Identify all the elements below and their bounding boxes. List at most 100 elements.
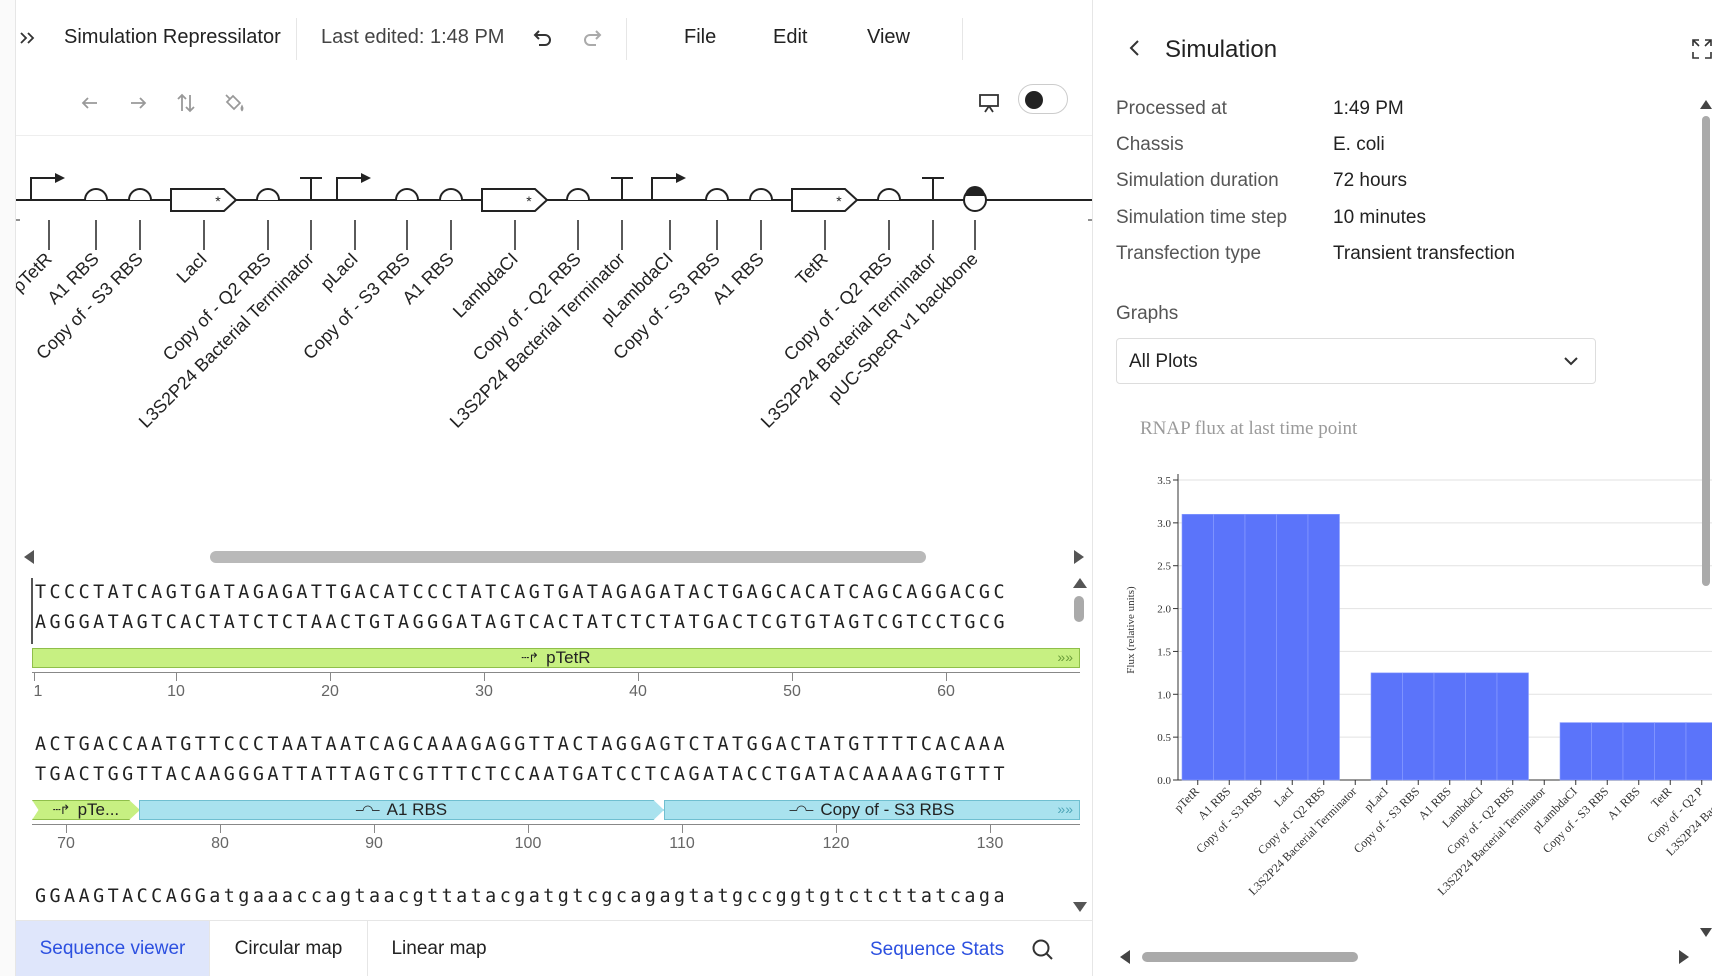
sequence-top-strand[interactable]: ACTGACCAATGTTCCCTAATAATCAGCAAAGAGGTTACTA… bbox=[35, 734, 1008, 755]
x-tick-label: A1 RBS bbox=[1604, 784, 1642, 822]
promoter-glyph bbox=[651, 177, 680, 200]
scroll-thumb[interactable] bbox=[1142, 952, 1358, 962]
chevron-left-icon[interactable] bbox=[1123, 36, 1147, 60]
ruler-number: 120 bbox=[822, 835, 850, 852]
promoter-icon: ┄↱ bbox=[52, 802, 71, 817]
rbs-icon: –◠– bbox=[789, 802, 814, 817]
direction-chevron-icon: »» bbox=[1057, 801, 1073, 817]
property-value: 10 minutes bbox=[1333, 207, 1426, 228]
scroll-right-icon[interactable] bbox=[1679, 950, 1689, 964]
menu-edit[interactable]: Edit bbox=[773, 26, 808, 48]
redo-icon[interactable] bbox=[580, 26, 606, 52]
divider bbox=[962, 18, 963, 60]
chart-bar bbox=[1465, 672, 1498, 781]
ruler-number: 60 bbox=[937, 683, 955, 700]
ruler-number: 110 bbox=[669, 835, 695, 852]
rbs-icon: –◠– bbox=[355, 802, 380, 817]
property-key: Simulation time step bbox=[1116, 207, 1288, 228]
sequence-ruler: 70 80 90 100 110 120 130 bbox=[32, 824, 1080, 852]
ruler-tick bbox=[34, 673, 35, 681]
feature-label: pTetR bbox=[546, 648, 591, 667]
cds-glyph bbox=[481, 188, 549, 212]
feature-ptetr-end[interactable]: ┄↱ pTe... bbox=[32, 800, 140, 820]
top-bar: Simulation Repressilator Last edited: 1:… bbox=[16, 0, 1092, 78]
scroll-up-icon[interactable] bbox=[1073, 578, 1087, 588]
chart-horizontal-scrollbar[interactable] bbox=[1116, 946, 1701, 968]
search-icon[interactable] bbox=[1030, 937, 1056, 963]
property-key: Simulation duration bbox=[1116, 170, 1279, 191]
undo-icon[interactable] bbox=[529, 26, 555, 52]
sequence-stats-link[interactable]: Sequence Stats bbox=[870, 939, 1005, 960]
promoter-arrowhead bbox=[676, 173, 686, 183]
chart-bar bbox=[1433, 672, 1466, 781]
scroll-thumb[interactable] bbox=[210, 551, 926, 563]
property-value: Transient transfection bbox=[1333, 243, 1515, 264]
cds-glyph bbox=[791, 188, 859, 212]
view-toggle[interactable] bbox=[1018, 84, 1068, 114]
ruler-tick bbox=[176, 673, 177, 681]
flip-strand-icon[interactable] bbox=[171, 88, 201, 118]
sequence-bottom-strand[interactable]: AGGGATAGTCACTATCTCTAACTGTAGGGATAGTCACTAT… bbox=[35, 612, 1008, 633]
scroll-thumb[interactable] bbox=[1702, 116, 1710, 586]
part-cds: * TetR bbox=[791, 188, 859, 289]
part-cds: * LacI bbox=[170, 188, 238, 287]
presentation-icon[interactable] bbox=[974, 88, 1004, 118]
scroll-up-icon[interactable] bbox=[1700, 100, 1712, 109]
tab-circular-map[interactable]: Circular map bbox=[210, 921, 368, 976]
scroll-down-icon[interactable] bbox=[1700, 928, 1712, 937]
tab-linear-map[interactable]: Linear map bbox=[391, 938, 487, 959]
paint-bucket-icon[interactable] bbox=[219, 88, 249, 118]
part-rbs: Copy of - S3 RBS bbox=[32, 188, 152, 363]
scroll-right-icon[interactable] bbox=[1074, 550, 1084, 564]
chart-bar bbox=[1213, 513, 1246, 781]
scroll-thumb[interactable] bbox=[1074, 596, 1084, 622]
scroll-left-icon[interactable] bbox=[1120, 950, 1130, 964]
part-rbs: Copy of - S3 RBS bbox=[299, 188, 419, 363]
sequence-bottom-strand[interactable]: TGACTGGTTACAAGGGATTATTAGTCGTTTCTCCAATGAT… bbox=[35, 764, 1008, 785]
ruler-number: 10 bbox=[167, 683, 185, 700]
graphs-select[interactable]: All Plots bbox=[1116, 338, 1596, 384]
cursor-line bbox=[31, 578, 33, 644]
ruler-number: 1 bbox=[33, 683, 43, 700]
feature-a1-rbs[interactable]: –◠– A1 RBS bbox=[139, 800, 664, 820]
feature-s3-rbs[interactable]: –◠– Copy of - S3 RBS »» bbox=[664, 800, 1080, 820]
arrow-right-icon[interactable] bbox=[123, 88, 153, 118]
panel-vertical-scrollbar[interactable] bbox=[1699, 98, 1712, 948]
map-horizontal-scrollbar[interactable] bbox=[16, 546, 1092, 568]
rnap-flux-chart: RNAP flux at last time point 0.0 0.5 1.0 1.… bbox=[1116, 410, 1712, 944]
ruler-tick bbox=[484, 673, 485, 681]
chart-bar bbox=[1622, 722, 1655, 781]
arrow-left-icon[interactable] bbox=[75, 88, 105, 118]
fullscreen-icon[interactable] bbox=[1691, 38, 1712, 60]
scroll-left-icon[interactable] bbox=[24, 550, 34, 564]
part-label: LacI bbox=[173, 249, 211, 287]
feature-ptetr[interactable]: ┄↱ pTetR »» bbox=[32, 648, 1080, 668]
sequence-top-strand[interactable]: TCCCTATCAGTGATAGAGATTGACATCCCTATCAGTGATA… bbox=[35, 582, 1008, 603]
promoter-icon: ┄↱ bbox=[521, 650, 539, 665]
chart-bar bbox=[1307, 513, 1340, 781]
y-tick-label: 3.5 bbox=[1157, 475, 1171, 487]
ruler-tick bbox=[66, 825, 67, 833]
menu-file[interactable]: File bbox=[684, 26, 717, 48]
viewer-tabs: Sequence viewer Circular map Linear map … bbox=[16, 920, 1092, 976]
promoter-glyph bbox=[336, 177, 365, 200]
part-label: pLacI bbox=[317, 249, 362, 294]
sequence-top-strand[interactable]: GGAAGTACCAGGatgaaaccagtaacgttatacgatgtcg… bbox=[35, 886, 1008, 907]
graphs-select-value: All Plots bbox=[1129, 351, 1198, 372]
rbs-glyph bbox=[566, 188, 590, 201]
tab-sequence-viewer[interactable]: Sequence viewer bbox=[16, 921, 210, 976]
menu-view[interactable]: View bbox=[867, 26, 910, 48]
expand-sidebar-icon[interactable] bbox=[16, 24, 40, 52]
ruler-number: 80 bbox=[211, 835, 229, 852]
sequence-vertical-scrollbar[interactable] bbox=[1070, 572, 1088, 918]
terminator-glyph bbox=[300, 177, 322, 200]
sequence-viewer[interactable]: TCCCTATCAGTGATAGAGATTGACATCCCTATCAGTGATA… bbox=[16, 570, 1086, 920]
sequence-ruler: 1 10 20 30 40 50 60 bbox=[32, 672, 1080, 700]
linear-construct-map[interactable]: pTetR A1 RBS Copy of - S3 RBS * LacI Copy of … bbox=[16, 140, 1092, 540]
simulation-panel: Simulation Processed at 1:49 PM Chassis … bbox=[1092, 0, 1712, 976]
chart-svg: 0.0 0.5 1.0 1.5 2.0 2.5 3.0 3.5 Flux (relative u… bbox=[1125, 474, 1712, 898]
property-key: Chassis bbox=[1116, 134, 1184, 155]
feature-label: pTe... bbox=[77, 800, 120, 819]
ruler-tick bbox=[682, 825, 683, 833]
scroll-down-icon[interactable] bbox=[1073, 902, 1087, 912]
